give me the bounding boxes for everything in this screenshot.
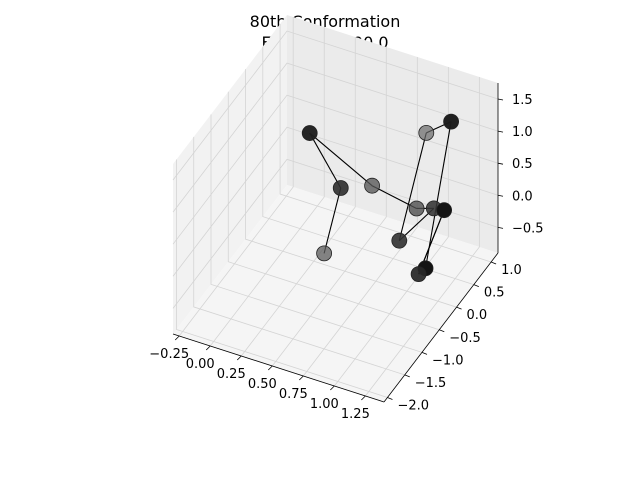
grid-line-y [245, 69, 457, 308]
grid-line-y [227, 91, 440, 331]
atom-point [316, 245, 333, 262]
x-tick-label: 0.75 [279, 387, 308, 402]
grid-line-z [172, 30, 499, 181]
x-tick-mark [174, 335, 180, 341]
x-tick-label: −0.25 [149, 347, 189, 362]
atom-point [408, 200, 425, 217]
atom-point [410, 266, 427, 283]
x-tick-label: 0.50 [248, 377, 277, 392]
bond-line [398, 132, 427, 241]
y-tick-mark [456, 306, 462, 310]
z-tick-mark [497, 194, 504, 197]
atom-point [364, 177, 380, 194]
bond-line [309, 132, 373, 187]
z-tick-label: 1.0 [512, 125, 533, 140]
z-tick-mark [497, 226, 504, 229]
pane-left [173, 15, 287, 334]
grid-line-z [172, 126, 499, 277]
grid-line-y [176, 159, 388, 398]
bond-line [371, 185, 417, 209]
axes-lines [172, 83, 499, 403]
y-tick-mark [404, 374, 410, 378]
bond-line [309, 132, 342, 189]
y-axis-line [383, 252, 499, 403]
x-tick-mark [205, 345, 211, 351]
x-tick-mark [236, 355, 242, 361]
y-tick-label: 0.0 [467, 308, 488, 323]
z-tick-label: 0.5 [512, 157, 533, 172]
atom-point [443, 113, 460, 130]
y-tick-label: −0.5 [449, 331, 481, 346]
x-tick-label: 1.00 [310, 397, 339, 412]
tick-labels: −0.250.000.250.500.751.001.25 −2.0 −1.5 −1.… [149, 93, 543, 422]
y-tick-label: −1.0 [432, 353, 464, 368]
x-tick-label: 1.25 [341, 407, 370, 422]
y-tick-label: −1.5 [415, 376, 447, 391]
y-tick-mark [439, 329, 445, 333]
y-tick-label: 1.0 [501, 263, 522, 278]
bond-line [424, 121, 452, 269]
y-tick-mark [490, 261, 497, 265]
z-tick-label: 0.0 [512, 189, 533, 204]
y-tick-label: −2.0 [397, 398, 429, 413]
x-tick-mark [299, 375, 304, 381]
grid-line-y [262, 46, 474, 285]
y-tick-mark [473, 284, 479, 287]
grid-line-y [210, 114, 423, 353]
z-tick-mark [497, 130, 504, 133]
atom-point [436, 202, 453, 219]
x-tick-mark [361, 395, 366, 401]
grid-line-y [193, 136, 405, 376]
pane-floor [173, 185, 498, 402]
z-tick-mark [497, 98, 504, 101]
atom-point [418, 124, 435, 141]
x-tick-label: 0.25 [217, 367, 246, 382]
y-tick-mark [387, 397, 393, 400]
z-tick-mark [497, 162, 504, 165]
grid-line-y [279, 24, 492, 263]
z-tick-label: 1.5 [512, 93, 533, 108]
x-tick-mark [268, 365, 273, 371]
atom-point [301, 125, 318, 141]
y-tick-mark [421, 351, 428, 355]
grid-line-z [172, 62, 499, 213]
x-tick-label: 0.00 [186, 357, 215, 372]
x-axis-line [172, 333, 385, 403]
z-tick-label: −0.5 [512, 221, 544, 236]
y-tick-label: 0.5 [484, 286, 505, 301]
atom-point [391, 232, 408, 249]
bond-line [323, 187, 342, 254]
x-tick-mark [330, 385, 335, 391]
chain-atoms [301, 113, 460, 283]
atom-point [332, 180, 349, 196]
